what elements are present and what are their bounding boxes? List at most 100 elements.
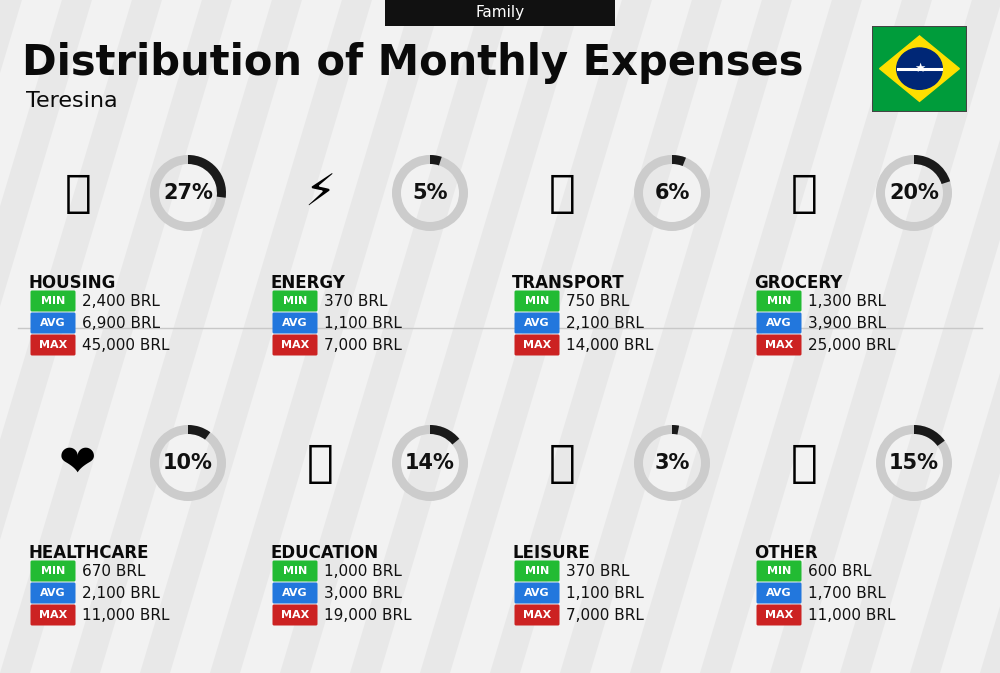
Text: Distribution of Monthly Expenses: Distribution of Monthly Expenses (22, 42, 804, 84)
FancyBboxPatch shape (514, 583, 560, 604)
Text: MIN: MIN (525, 296, 549, 306)
Text: ★: ★ (914, 62, 925, 75)
Polygon shape (0, 0, 22, 673)
Text: 1,000 BRL: 1,000 BRL (324, 563, 402, 579)
Text: 🎓: 🎓 (307, 441, 333, 485)
Text: 600 BRL: 600 BRL (808, 563, 872, 579)
Text: MAX: MAX (281, 610, 309, 620)
Text: 2,400 BRL: 2,400 BRL (82, 293, 160, 308)
Text: 1,700 BRL: 1,700 BRL (808, 586, 886, 600)
Wedge shape (634, 425, 710, 501)
Text: MAX: MAX (765, 340, 793, 350)
FancyBboxPatch shape (385, 0, 615, 26)
Text: 25,000 BRL: 25,000 BRL (808, 337, 896, 353)
FancyBboxPatch shape (30, 583, 76, 604)
Text: 45,000 BRL: 45,000 BRL (82, 337, 170, 353)
FancyBboxPatch shape (514, 334, 560, 355)
Text: 11,000 BRL: 11,000 BRL (82, 608, 170, 623)
Text: EDUCATION: EDUCATION (270, 544, 378, 562)
Polygon shape (770, 0, 1000, 673)
Text: AVG: AVG (524, 318, 550, 328)
Text: 19,000 BRL: 19,000 BRL (324, 608, 412, 623)
FancyBboxPatch shape (514, 604, 560, 625)
Text: 7,000 BRL: 7,000 BRL (324, 337, 402, 353)
Circle shape (897, 48, 942, 90)
Text: 🏙: 🏙 (65, 172, 91, 215)
Text: TRANSPORT: TRANSPORT (512, 274, 625, 292)
Text: AVG: AVG (766, 588, 792, 598)
Text: 370 BRL: 370 BRL (566, 563, 630, 579)
Text: 10%: 10% (163, 453, 213, 473)
Text: 💰: 💰 (791, 441, 817, 485)
Wedge shape (430, 155, 442, 166)
Wedge shape (876, 155, 952, 231)
Text: AVG: AVG (524, 588, 550, 598)
Text: 3%: 3% (654, 453, 690, 473)
Text: MAX: MAX (523, 610, 551, 620)
Wedge shape (914, 425, 945, 446)
Polygon shape (140, 0, 372, 673)
Text: 1,100 BRL: 1,100 BRL (566, 586, 644, 600)
FancyBboxPatch shape (272, 291, 318, 312)
Polygon shape (630, 0, 862, 673)
Wedge shape (914, 155, 950, 184)
Polygon shape (420, 0, 652, 673)
Text: LEISURE: LEISURE (512, 544, 590, 562)
Text: MIN: MIN (283, 566, 307, 576)
Wedge shape (392, 425, 468, 501)
Text: 5%: 5% (412, 183, 448, 203)
Wedge shape (876, 425, 952, 501)
Polygon shape (980, 0, 1000, 673)
FancyBboxPatch shape (514, 561, 560, 581)
Wedge shape (672, 155, 686, 166)
Text: 2,100 BRL: 2,100 BRL (82, 586, 160, 600)
Text: MAX: MAX (281, 340, 309, 350)
Text: 20%: 20% (889, 183, 939, 203)
Text: MIN: MIN (767, 566, 791, 576)
Wedge shape (634, 155, 710, 231)
FancyBboxPatch shape (514, 312, 560, 334)
FancyBboxPatch shape (872, 26, 967, 112)
Text: 27%: 27% (163, 183, 213, 203)
Text: Family: Family (475, 5, 525, 20)
Text: 🛍️: 🛍️ (549, 441, 575, 485)
Polygon shape (0, 0, 162, 673)
Text: MIN: MIN (41, 566, 65, 576)
FancyBboxPatch shape (272, 604, 318, 625)
FancyBboxPatch shape (30, 334, 76, 355)
Polygon shape (70, 0, 302, 673)
FancyBboxPatch shape (30, 291, 76, 312)
Wedge shape (188, 155, 226, 198)
FancyBboxPatch shape (272, 561, 318, 581)
Polygon shape (910, 0, 1000, 673)
Text: MAX: MAX (523, 340, 551, 350)
FancyBboxPatch shape (514, 291, 560, 312)
Polygon shape (280, 0, 512, 673)
FancyBboxPatch shape (757, 291, 802, 312)
Text: HEALTHCARE: HEALTHCARE (28, 544, 148, 562)
Text: 6%: 6% (654, 183, 690, 203)
Text: 11,000 BRL: 11,000 BRL (808, 608, 896, 623)
Wedge shape (150, 155, 226, 231)
Text: MAX: MAX (39, 340, 67, 350)
Text: AVG: AVG (40, 588, 66, 598)
Polygon shape (0, 0, 92, 673)
Text: GROCERY: GROCERY (754, 274, 842, 292)
Polygon shape (350, 0, 582, 673)
Text: 14,000 BRL: 14,000 BRL (566, 337, 654, 353)
Text: 2,100 BRL: 2,100 BRL (566, 316, 644, 330)
Text: AVG: AVG (282, 318, 308, 328)
FancyBboxPatch shape (30, 312, 76, 334)
Text: 🚌: 🚌 (549, 172, 575, 215)
FancyBboxPatch shape (272, 334, 318, 355)
Text: 14%: 14% (405, 453, 455, 473)
Text: AVG: AVG (40, 318, 66, 328)
Text: MIN: MIN (283, 296, 307, 306)
Text: MIN: MIN (41, 296, 65, 306)
FancyBboxPatch shape (272, 312, 318, 334)
Text: 1,300 BRL: 1,300 BRL (808, 293, 886, 308)
Text: HOUSING: HOUSING (28, 274, 115, 292)
FancyBboxPatch shape (30, 561, 76, 581)
Text: 6,900 BRL: 6,900 BRL (82, 316, 160, 330)
Wedge shape (672, 425, 679, 435)
